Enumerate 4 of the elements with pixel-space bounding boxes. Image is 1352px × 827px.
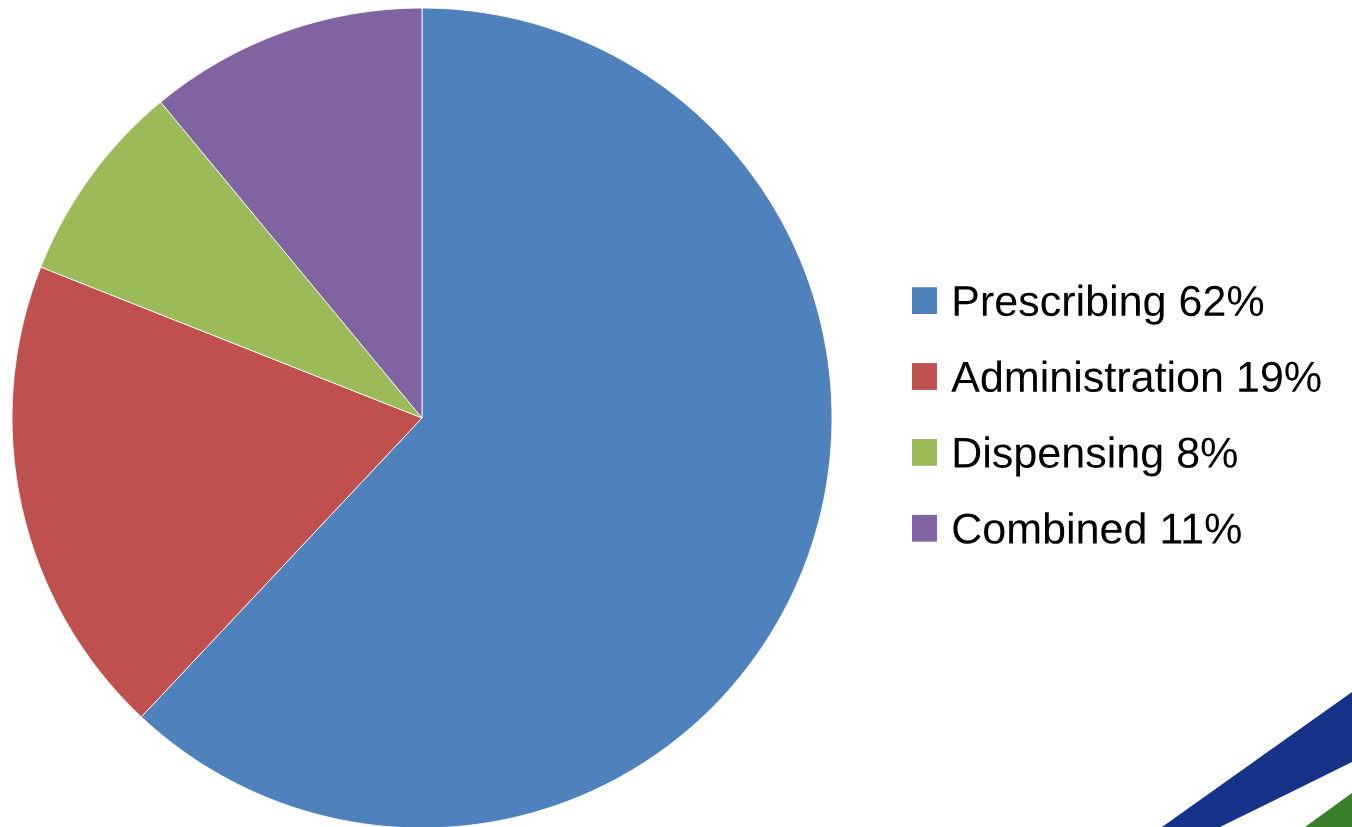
legend-label: Prescribing 62%: [954, 284, 1264, 325]
legend-label: Dispensing 8%: [954, 436, 1237, 477]
legend-label: Administration 19%: [951, 360, 1321, 393]
legend-label: Combined 11%: [953, 512, 1241, 544]
